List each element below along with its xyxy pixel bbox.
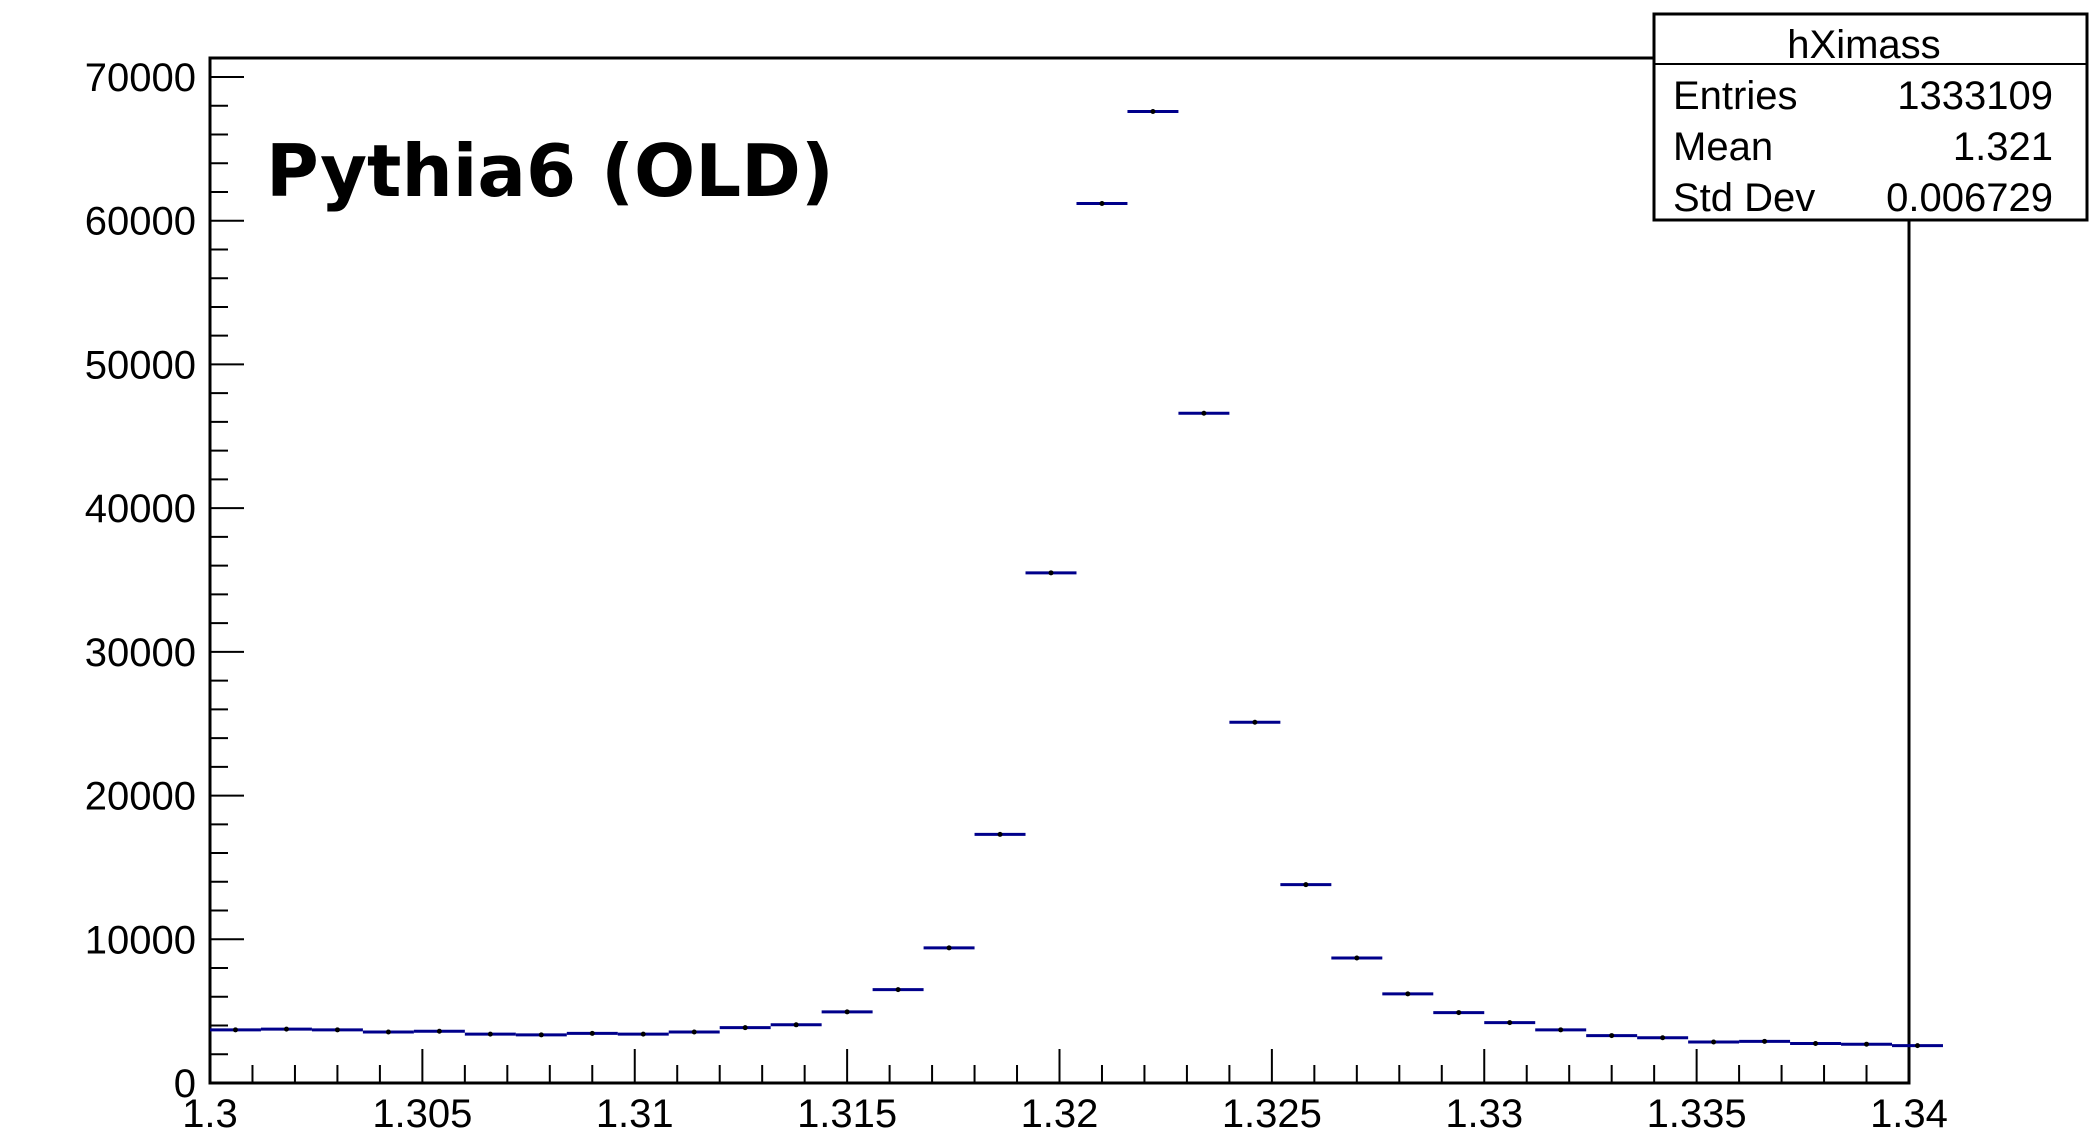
data-point — [1892, 1043, 1943, 1049]
data-point — [1637, 1035, 1689, 1041]
y-tick-label: 70000 — [85, 56, 196, 100]
x-tick-label: 1.305 — [372, 1092, 472, 1135]
data-point-marker — [1405, 991, 1411, 997]
data-point-marker — [1813, 1040, 1819, 1046]
x-tick-label: 1.325 — [1222, 1092, 1322, 1135]
stats-stddev-label: Std Dev — [1673, 176, 1815, 220]
data-point — [872, 987, 924, 993]
data-point-marker — [895, 987, 901, 993]
data-point-marker — [1914, 1043, 1920, 1049]
data-point — [566, 1030, 618, 1036]
data-point — [515, 1032, 567, 1038]
data-point-marker — [1507, 1020, 1513, 1026]
data-point-marker — [793, 1022, 799, 1028]
data-point-marker — [997, 831, 1003, 837]
data-point — [770, 1022, 822, 1028]
data-point — [260, 1026, 312, 1032]
data-point — [464, 1031, 516, 1037]
data-point — [1178, 410, 1230, 416]
stats-box-name: hXimass — [1787, 23, 1940, 67]
stats-mean-label: Mean — [1673, 125, 1773, 169]
data-point — [311, 1027, 363, 1033]
data-point-marker — [946, 945, 952, 951]
data-point-marker — [334, 1027, 340, 1033]
data-point — [1280, 882, 1332, 888]
data-point — [1484, 1020, 1536, 1026]
data-point-marker — [742, 1025, 748, 1031]
data-point-marker — [1456, 1010, 1462, 1016]
y-tick-label: 0 — [174, 1062, 196, 1106]
x-tick-label: 1.34 — [1870, 1092, 1948, 1135]
stats-stddev-value: 0.006729 — [1886, 176, 2053, 220]
data-point-marker — [283, 1026, 289, 1032]
data-point-marker — [1099, 200, 1105, 206]
data-point — [1076, 200, 1128, 206]
y-tick-label: 50000 — [85, 343, 196, 387]
data-point — [1841, 1041, 1893, 1047]
data-point — [1229, 719, 1281, 725]
data-point — [1688, 1039, 1740, 1045]
x-tick-label: 1.335 — [1647, 1092, 1747, 1135]
x-tick-label: 1.31 — [596, 1092, 674, 1135]
y-tick-label: 20000 — [85, 775, 196, 819]
data-point-marker — [589, 1030, 595, 1036]
data-point — [1535, 1027, 1587, 1033]
data-point — [362, 1029, 414, 1035]
data-point-marker — [1201, 410, 1207, 416]
data-point — [1586, 1033, 1638, 1039]
data-point — [617, 1031, 669, 1037]
x-tick-label: 1.33 — [1445, 1092, 1523, 1135]
data-point-marker — [1303, 882, 1309, 888]
x-tick-label: 1.3 — [182, 1092, 238, 1135]
data-point-marker — [1762, 1038, 1768, 1044]
data-point-marker — [1660, 1035, 1666, 1041]
data-point — [1382, 991, 1434, 997]
data-point-marker — [487, 1031, 493, 1037]
y-tick-label: 30000 — [85, 631, 196, 675]
data-point-marker — [1048, 570, 1054, 576]
data-point — [974, 831, 1026, 837]
data-point — [1433, 1010, 1485, 1016]
data-point-marker — [436, 1028, 442, 1034]
data-point — [821, 1009, 873, 1015]
data-point-marker — [844, 1009, 850, 1015]
stats-box: hXimass Entries 1333109 Mean 1.321 Std D… — [1652, 12, 2089, 222]
data-point-marker — [1609, 1033, 1615, 1039]
stats-entries-value: 1333109 — [1897, 74, 2053, 118]
data-point — [413, 1028, 465, 1034]
data-point-marker — [1354, 955, 1360, 961]
data-point — [1331, 955, 1383, 961]
x-axis: 1.3 1.305 1.31 1.315 1.32 1.325 1.33 1.335 1.34 — [182, 1049, 1948, 1135]
data-point-marker — [1150, 108, 1156, 114]
data-point — [923, 945, 975, 951]
chart-title: Pythia6 (OLD) — [266, 129, 834, 213]
stats-entries-label: Entries — [1673, 74, 1798, 118]
stats-box-frame — [1652, 12, 2089, 222]
data-point — [719, 1025, 771, 1031]
data-point-marker — [691, 1029, 697, 1035]
data-markers — [210, 108, 1943, 1049]
data-point-marker — [1558, 1027, 1564, 1033]
data-point-marker — [640, 1031, 646, 1037]
data-point-marker — [538, 1032, 544, 1038]
data-point — [1127, 108, 1179, 114]
y-tick-label: 40000 — [85, 487, 196, 531]
data-point — [1790, 1040, 1842, 1046]
data-point — [668, 1029, 720, 1035]
data-point — [1025, 570, 1077, 576]
data-point — [1739, 1038, 1791, 1044]
stats-mean-value: 1.321 — [1953, 125, 2053, 169]
data-point-marker — [1864, 1041, 1870, 1047]
x-tick-label: 1.32 — [1021, 1092, 1099, 1135]
y-tick-label: 10000 — [85, 918, 196, 962]
data-point-marker — [1711, 1039, 1717, 1045]
x-tick-label: 1.315 — [797, 1092, 897, 1135]
data-point-marker — [385, 1029, 391, 1035]
data-point — [210, 1027, 261, 1033]
data-point-marker — [1252, 719, 1258, 725]
data-point-marker — [232, 1027, 238, 1033]
y-axis: 0 10000 20000 30000 40000 50000 60000 70000 — [85, 56, 244, 1106]
y-tick-label: 60000 — [85, 200, 196, 244]
